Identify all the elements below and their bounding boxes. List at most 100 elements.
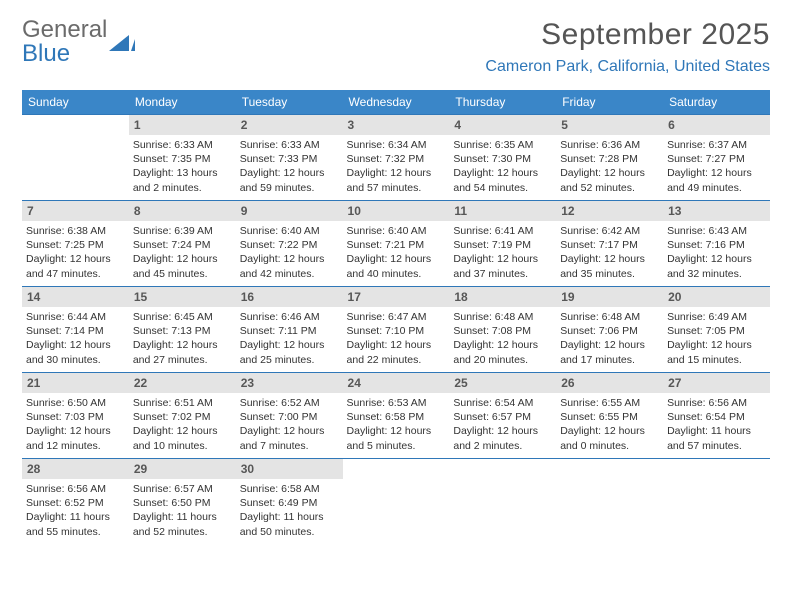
day-number: 17 [343, 287, 450, 307]
calendar-cell: 8Sunrise: 6:39 AMSunset: 7:24 PMDaylight… [129, 201, 236, 287]
day-number: 8 [129, 201, 236, 221]
day-number: 3 [343, 115, 450, 135]
day-info: Sunrise: 6:35 AMSunset: 7:30 PMDaylight:… [453, 138, 552, 195]
calendar-row: 14 Sunrise: 6:44 AMSunset: 7:14 PMDayligh… [22, 287, 770, 373]
location: Cameron Park, California, United States [485, 58, 770, 76]
day-info: Sunrise: 6:34 AMSunset: 7:32 PMDaylight:… [347, 138, 446, 195]
day-number: 27 [663, 373, 770, 393]
day-number: 20 [663, 287, 770, 307]
day-info: Sunrise: 6:49 AMSunset: 7:05 PMDaylight:… [667, 310, 766, 367]
day-info: Sunrise: 6:33 AMSunset: 7:35 PMDaylight:… [133, 138, 232, 195]
day-number: 26 [556, 373, 663, 393]
day-number: 29 [129, 459, 236, 479]
calendar-row: 1Sunrise: 6:33 AMSunset: 7:35 PMDaylight… [22, 115, 770, 201]
calendar-cell: 7Sunrise: 6:38 AMSunset: 7:25 PMDaylight… [22, 201, 129, 287]
calendar-cell: 5 Sunrise: 6:36 AMSunset: 7:28 PMDaylight… [556, 115, 663, 201]
day-info: Sunrise: 6:42 AMSunset: 7:17 PMDaylight:… [560, 224, 659, 281]
logo-text: General Blue [22, 18, 107, 66]
day-number: 2 [236, 115, 343, 135]
day-number: 30 [236, 459, 343, 479]
calendar-cell: 13Sunrise: 6:43 AMSunset: 7:16 PMDayligh… [663, 201, 770, 287]
calendar-cell [663, 459, 770, 545]
calendar-cell: 3 Sunrise: 6:34 AMSunset: 7:32 PMDaylight… [343, 115, 450, 201]
calendar-cell [449, 459, 556, 545]
day-info: Sunrise: 6:33 AMSunset: 7:33 PMDaylight:… [240, 138, 339, 195]
day-number: 24 [343, 373, 450, 393]
calendar-cell: 22 Sunrise: 6:51 AMSunset: 7:02 PMDayligh… [129, 373, 236, 459]
calendar-table: Sunday Monday Tuesday Wednesday Thursday… [22, 90, 770, 545]
day-number: 6 [663, 115, 770, 135]
calendar-cell: 24 Sunrise: 6:53 AMSunset: 6:58 PMDayligh… [343, 373, 450, 459]
calendar-cell: 25 Sunrise: 6:54 AMSunset: 6:57 PMDayligh… [449, 373, 556, 459]
day-info: Sunrise: 6:53 AMSunset: 6:58 PMDaylight:… [347, 396, 446, 453]
day-info: Sunrise: 6:47 AMSunset: 7:10 PMDaylight:… [347, 310, 446, 367]
calendar-cell: 12Sunrise: 6:42 AMSunset: 7:17 PMDayligh… [556, 201, 663, 287]
day-info: Sunrise: 6:37 AMSunset: 7:27 PMDaylight:… [667, 138, 766, 195]
calendar-cell: 2 Sunrise: 6:33 AMSunset: 7:33 PMDaylight… [236, 115, 343, 201]
calendar-cell: 29 Sunrise: 6:57 AMSunset: 6:50 PMDayligh… [129, 459, 236, 545]
calendar-cell [22, 115, 129, 201]
day-info: Sunrise: 6:46 AMSunset: 7:11 PMDaylight:… [240, 310, 339, 367]
day-number: 11 [449, 201, 556, 221]
calendar-cell: 30 Sunrise: 6:58 AMSunset: 6:49 PMDayligh… [236, 459, 343, 545]
day-info: Sunrise: 6:55 AMSunset: 6:55 PMDaylight:… [560, 396, 659, 453]
calendar-cell [556, 459, 663, 545]
weekday-header: Tuesday [236, 90, 343, 115]
day-info: Sunrise: 6:56 AMSunset: 6:52 PMDaylight:… [26, 482, 125, 539]
month-title: September 2025 [485, 18, 770, 52]
calendar-cell: 1Sunrise: 6:33 AMSunset: 7:35 PMDaylight… [129, 115, 236, 201]
day-number: 23 [236, 373, 343, 393]
day-info: Sunrise: 6:44 AMSunset: 7:14 PMDaylight:… [26, 310, 125, 367]
day-number: 9 [236, 201, 343, 221]
calendar-cell: 6 Sunrise: 6:37 AMSunset: 7:27 PMDaylight… [663, 115, 770, 201]
day-info: Sunrise: 6:40 AMSunset: 7:21 PMDaylight:… [347, 224, 446, 281]
calendar-row: 21Sunrise: 6:50 AMSunset: 7:03 PMDayligh… [22, 373, 770, 459]
title-block: September 2025 Cameron Park, California,… [485, 18, 770, 76]
day-number: 25 [449, 373, 556, 393]
calendar-row: 7Sunrise: 6:38 AMSunset: 7:25 PMDaylight… [22, 201, 770, 287]
calendar-cell [343, 459, 450, 545]
day-info: Sunrise: 6:54 AMSunset: 6:57 PMDaylight:… [453, 396, 552, 453]
day-info: Sunrise: 6:57 AMSunset: 6:50 PMDaylight:… [133, 482, 232, 539]
calendar-cell: 27 Sunrise: 6:56 AMSunset: 6:54 PMDayligh… [663, 373, 770, 459]
logo: General Blue [22, 18, 135, 66]
day-number: 4 [449, 115, 556, 135]
calendar-cell: 11 Sunrise: 6:41 AMSunset: 7:19 PMDayligh… [449, 201, 556, 287]
calendar-row: 28 Sunrise: 6:56 AMSunset: 6:52 PMDayligh… [22, 459, 770, 545]
calendar-cell: 16 Sunrise: 6:46 AMSunset: 7:11 PMDayligh… [236, 287, 343, 373]
day-number: 22 [129, 373, 236, 393]
day-info: Sunrise: 6:56 AMSunset: 6:54 PMDaylight:… [667, 396, 766, 453]
day-info: Sunrise: 6:58 AMSunset: 6:49 PMDaylight:… [240, 482, 339, 539]
calendar-cell: 17 Sunrise: 6:47 AMSunset: 7:10 PMDayligh… [343, 287, 450, 373]
day-info: Sunrise: 6:52 AMSunset: 7:00 PMDaylight:… [240, 396, 339, 453]
calendar-cell: 15 Sunrise: 6:45 AMSunset: 7:13 PMDayligh… [129, 287, 236, 373]
day-info: Sunrise: 6:36 AMSunset: 7:28 PMDaylight:… [560, 138, 659, 195]
weekday-header: Wednesday [343, 90, 450, 115]
day-number: 14 [22, 287, 129, 307]
day-number: 15 [129, 287, 236, 307]
calendar-cell: 20 Sunrise: 6:49 AMSunset: 7:05 PMDayligh… [663, 287, 770, 373]
day-number: 28 [22, 459, 129, 479]
day-info: Sunrise: 6:45 AMSunset: 7:13 PMDaylight:… [133, 310, 232, 367]
day-info: Sunrise: 6:41 AMSunset: 7:19 PMDaylight:… [453, 224, 552, 281]
day-number: 16 [236, 287, 343, 307]
day-info: Sunrise: 6:40 AMSunset: 7:22 PMDaylight:… [240, 224, 339, 281]
day-info: Sunrise: 6:48 AMSunset: 7:08 PMDaylight:… [453, 310, 552, 367]
header: General Blue September 2025 Cameron Park… [22, 18, 770, 76]
day-info: Sunrise: 6:38 AMSunset: 7:25 PMDaylight:… [26, 224, 125, 281]
calendar-cell: 28 Sunrise: 6:56 AMSunset: 6:52 PMDayligh… [22, 459, 129, 545]
day-number: 19 [556, 287, 663, 307]
logo-sail-icon [109, 33, 135, 51]
day-number: 18 [449, 287, 556, 307]
day-info: Sunrise: 6:51 AMSunset: 7:02 PMDaylight:… [133, 396, 232, 453]
day-number: 5 [556, 115, 663, 135]
weekday-header-row: Sunday Monday Tuesday Wednesday Thursday… [22, 90, 770, 115]
day-number: 13 [663, 201, 770, 221]
day-number: 10 [343, 201, 450, 221]
calendar-cell: 26 Sunrise: 6:55 AMSunset: 6:55 PMDayligh… [556, 373, 663, 459]
day-info: Sunrise: 6:50 AMSunset: 7:03 PMDaylight:… [26, 396, 125, 453]
calendar-cell: 19Sunrise: 6:48 AMSunset: 7:06 PMDayligh… [556, 287, 663, 373]
weekday-header: Saturday [663, 90, 770, 115]
calendar-cell: 18 Sunrise: 6:48 AMSunset: 7:08 PMDayligh… [449, 287, 556, 373]
calendar-cell: 4 Sunrise: 6:35 AMSunset: 7:30 PMDaylight… [449, 115, 556, 201]
